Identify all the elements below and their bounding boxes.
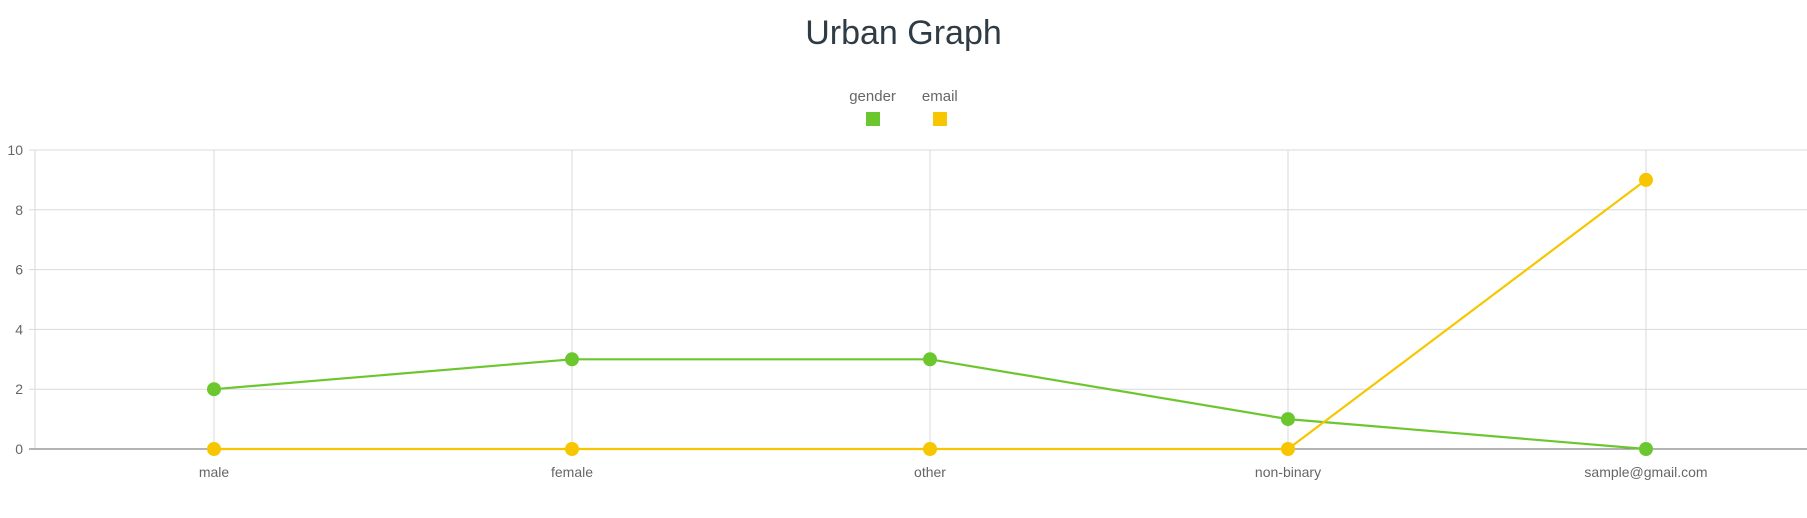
x-tick-label-2: other: [914, 464, 946, 480]
legend-swatch-email: [932, 112, 947, 126]
point-gender-3: [1281, 412, 1295, 427]
y-tick-label-0: 0: [15, 441, 23, 457]
point-email-0: [207, 442, 221, 456]
point-gender-1: [565, 352, 579, 367]
point-email-1: [565, 442, 579, 456]
legend-swatch-gender: [865, 112, 880, 126]
point-gender-2: [923, 352, 937, 367]
y-tick-label-8: 8: [15, 202, 23, 218]
chart-title: Urban Graph: [805, 14, 1002, 52]
point-email-4: [1639, 172, 1653, 187]
x-tick-label-1: female: [551, 464, 593, 480]
y-tick-label-2: 2: [15, 381, 23, 397]
y-tick-label-10: 10: [7, 142, 23, 158]
x-tick-label-4: sample@gmail.com: [1584, 464, 1707, 480]
legend-label-email: email: [921, 88, 958, 105]
point-email-3: [1281, 442, 1295, 456]
y-tick-label-6: 6: [15, 262, 23, 278]
point-gender-4: [1639, 442, 1653, 456]
legend-item-gender[interactable]: gender: [849, 88, 896, 126]
x-tick-label-0: male: [199, 464, 230, 480]
x-tick-label-3: non-binary: [1255, 464, 1321, 480]
point-gender-0: [207, 382, 221, 397]
legend: gender email: [0, 88, 1807, 126]
y-tick-label-4: 4: [15, 321, 23, 337]
point-email-2: [923, 442, 937, 456]
legend-item-email[interactable]: email: [922, 88, 958, 126]
legend-label-gender: gender: [849, 88, 896, 105]
